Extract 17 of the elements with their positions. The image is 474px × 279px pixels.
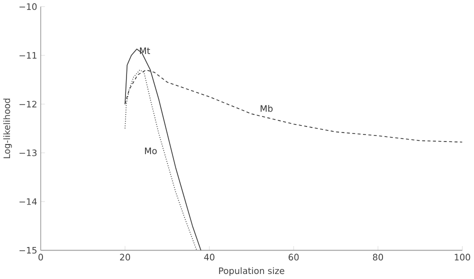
y-tick-label: −10 bbox=[20, 3, 37, 10]
x-tick-label: 100 bbox=[454, 254, 470, 260]
x-tick-label: 80 bbox=[372, 254, 384, 260]
y-axis-title: Log-likelihood bbox=[3, 98, 12, 158]
y-tick-label: −14 bbox=[20, 198, 37, 205]
series-label: Mb bbox=[260, 104, 273, 112]
x-tick-label: 0 bbox=[38, 254, 43, 260]
x-tick-label: 40 bbox=[204, 254, 214, 260]
x-axis-title: Population size bbox=[219, 267, 284, 276]
y-tick-label: −11 bbox=[20, 52, 36, 59]
y-tick-label: −15 bbox=[20, 247, 36, 254]
y-tick-label: −12 bbox=[20, 100, 36, 108]
y-tick-label: −13 bbox=[20, 149, 37, 156]
series-label: Mo bbox=[145, 148, 157, 154]
x-tick-label: 60 bbox=[288, 254, 299, 260]
series-label: Mt bbox=[140, 47, 150, 54]
x-tick-label: 20 bbox=[120, 254, 130, 260]
